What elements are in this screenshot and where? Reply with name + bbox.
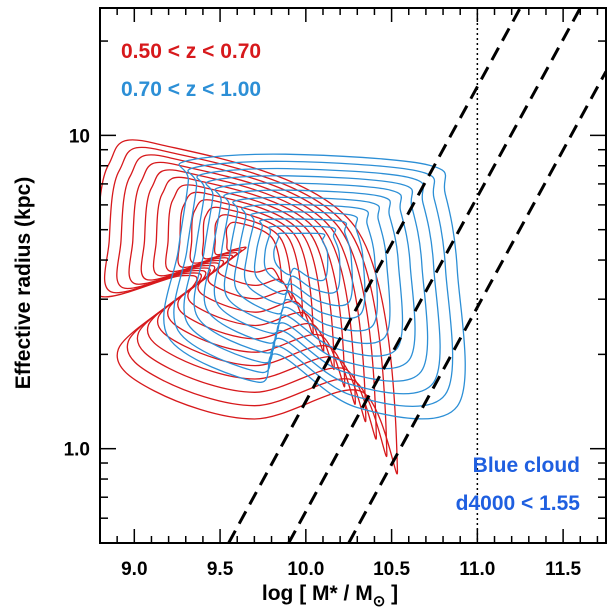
legend-entry-red: 0.50 < z < 0.70 bbox=[121, 40, 261, 63]
contour-series-red bbox=[100, 139, 399, 475]
y-axis-title: Effective radius (kpc) bbox=[12, 177, 35, 389]
y-tick-label: 10 bbox=[69, 126, 90, 147]
y-tick-label: 1.0 bbox=[64, 440, 90, 461]
dashed-line bbox=[347, 70, 606, 543]
contour-level bbox=[263, 225, 341, 294]
annotation-d4000: d4000 < 1.55 bbox=[456, 492, 581, 515]
tick-labels: 9.0 9.5 10.0 10.5 11.0 11.5 1.0 10 bbox=[64, 126, 582, 580]
contour-group bbox=[100, 139, 466, 475]
contour-series-blue bbox=[163, 153, 466, 420]
x-tick-label: 11.5 bbox=[545, 559, 581, 580]
contour-level bbox=[203, 182, 416, 370]
dashed-line bbox=[287, 8, 582, 543]
dashed-line bbox=[227, 8, 522, 543]
contour-level bbox=[173, 160, 454, 407]
contour-level bbox=[243, 211, 366, 319]
contour-level bbox=[223, 196, 391, 345]
contour-level bbox=[253, 218, 354, 307]
contour-level bbox=[100, 139, 399, 475]
contour-level bbox=[225, 221, 283, 283]
x-tick-label: 10.5 bbox=[373, 559, 410, 580]
contour-level bbox=[128, 161, 367, 423]
contour-level bbox=[213, 214, 293, 301]
contour-level bbox=[233, 203, 379, 332]
x-axis-title: log [ M* / M⊙ ] bbox=[262, 582, 398, 610]
x-tick-label: 9.5 bbox=[207, 559, 234, 580]
contour-level bbox=[273, 232, 329, 282]
x-tick-label: 10.0 bbox=[287, 559, 324, 580]
plot-frame bbox=[99, 7, 607, 544]
contour-level bbox=[183, 167, 441, 395]
contour-level bbox=[193, 175, 429, 382]
x-tick-label: 11.0 bbox=[459, 559, 495, 580]
axis-ticks bbox=[99, 8, 606, 544]
x-tick-label: 9.0 bbox=[121, 559, 147, 580]
legend-entry-blue: 0.70 < z < 1.00 bbox=[121, 78, 261, 101]
contour-level bbox=[165, 184, 335, 370]
contour-level bbox=[213, 189, 404, 357]
contour-level bbox=[163, 153, 466, 420]
annotation-blue-cloud: Blue cloud bbox=[473, 454, 580, 477]
contour-level bbox=[189, 199, 314, 336]
contour-level bbox=[103, 146, 388, 457]
reference-lines bbox=[227, 8, 606, 543]
